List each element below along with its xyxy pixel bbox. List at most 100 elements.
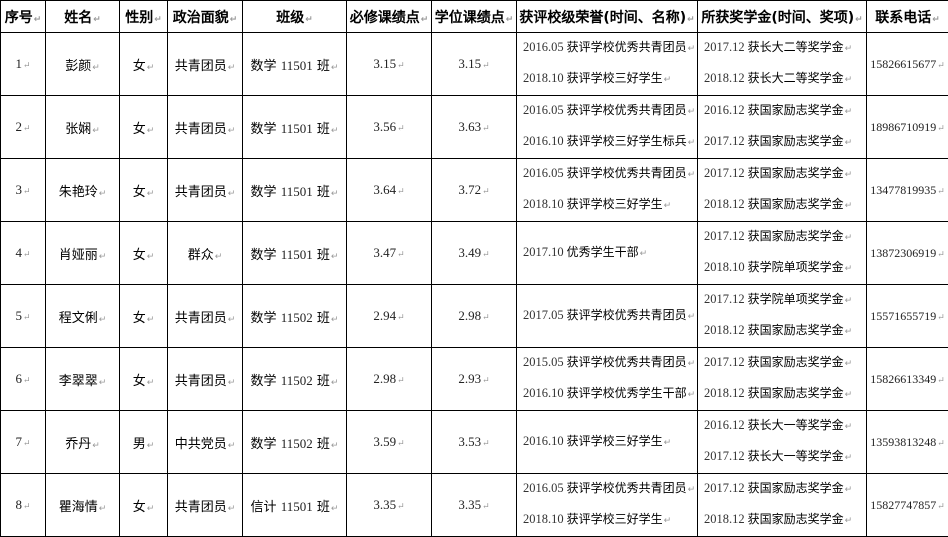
cell-degree-gpa-text: 2.98 bbox=[458, 308, 489, 323]
entry-title: 获评学校优秀共青团员 bbox=[567, 308, 687, 322]
entry-title: 获国家励志奖学金 bbox=[748, 355, 844, 369]
entry-title: 获评学校优秀共青团员 bbox=[567, 355, 687, 369]
cell-degree-gpa-text: 3.53 bbox=[458, 434, 489, 449]
entry-date: 2017.10 bbox=[523, 245, 564, 259]
entry-date: 2017.12 bbox=[704, 292, 745, 306]
entry-date: 2016.05 bbox=[523, 481, 564, 495]
cell-required-gpa: 3.35 bbox=[347, 474, 432, 537]
table-row: 8瞿海情女共青团员信计 11501 班3.353.352016.05获评学校优秀… bbox=[1, 474, 948, 537]
class-number: 11501 bbox=[281, 121, 313, 136]
phone-text: 15826613349 bbox=[870, 372, 945, 386]
cell-political: 共青团员 bbox=[168, 474, 243, 537]
cell-name: 彭颜 bbox=[46, 33, 120, 96]
class-number: 11501 bbox=[281, 184, 313, 199]
cell-degree-gpa: 3.35 bbox=[432, 474, 517, 537]
entry-title: 获评学校三好学生 bbox=[567, 71, 663, 85]
cell-phone: 13593813248 bbox=[867, 411, 948, 474]
table-row: 3朱艳玲女共青团员数学 11501 班3.643.722016.05获评学校优秀… bbox=[1, 159, 948, 222]
class-number: 11501 bbox=[281, 247, 313, 262]
cell-required-gpa-text: 2.94 bbox=[373, 308, 404, 323]
cell-no-text: 5 bbox=[15, 308, 30, 323]
class-number: 11501 bbox=[281, 499, 313, 514]
entry-title: 优秀学生干部 bbox=[567, 245, 639, 259]
entry-date: 2018.10 bbox=[704, 260, 745, 274]
cell-name-text: 乔丹 bbox=[65, 437, 100, 452]
cell-name: 瞿海情 bbox=[46, 474, 120, 537]
cell-political-text: 群众 bbox=[188, 248, 223, 263]
cell-political-text: 共青团员 bbox=[175, 500, 236, 515]
cell-class: 数学 11501 班 bbox=[243, 222, 347, 285]
cell-political: 群众 bbox=[168, 222, 243, 285]
phone-text: 18986710919 bbox=[870, 120, 945, 134]
entry-date: 2018.12 bbox=[704, 323, 745, 337]
cell-name: 张娴 bbox=[46, 96, 120, 159]
cell-required-gpa: 3.15 bbox=[347, 33, 432, 96]
cell-class: 数学 11501 班 bbox=[243, 159, 347, 222]
cell-no: 4 bbox=[1, 222, 46, 285]
cell-degree-gpa-text: 3.63 bbox=[458, 119, 489, 134]
entry-title: 获国家励志奖学金 bbox=[748, 197, 844, 211]
class-major: 信计 bbox=[251, 500, 277, 515]
cell-political-text: 共青团员 bbox=[175, 311, 236, 326]
cell-political-text: 共青团员 bbox=[175, 374, 236, 389]
cell-gender-text: 男 bbox=[133, 437, 155, 452]
cell-political: 共青团员 bbox=[168, 96, 243, 159]
class-major: 数学 bbox=[251, 122, 277, 137]
cell-gender: 女 bbox=[120, 222, 168, 285]
cell-no-text: 6 bbox=[15, 371, 30, 386]
entry-title: 获国家励志奖学金 bbox=[748, 481, 844, 495]
entry-date: 2016.10 bbox=[523, 386, 564, 400]
cell-name-text: 张娴 bbox=[65, 122, 100, 137]
cell-gender-text: 女 bbox=[133, 311, 155, 326]
cell-no-text: 8 bbox=[15, 497, 30, 512]
class-number: 11502 bbox=[281, 436, 313, 451]
cell-phone: 15826615677 bbox=[867, 33, 948, 96]
cell-required-gpa-text: 3.59 bbox=[373, 434, 404, 449]
entry-title: 获评学校三好学生 bbox=[567, 197, 663, 211]
cell-required-gpa: 3.47 bbox=[347, 222, 432, 285]
cell-no: 2 bbox=[1, 96, 46, 159]
cell-required-gpa-text: 2.98 bbox=[373, 371, 404, 386]
entry-date: 2016.10 bbox=[523, 434, 564, 448]
entry-date: 2018.12 bbox=[704, 197, 745, 211]
entry-date: 2018.12 bbox=[704, 386, 745, 400]
cell-phone: 13872306919 bbox=[867, 222, 948, 285]
cell-required-gpa-text: 3.56 bbox=[373, 119, 404, 134]
table-row: 6李翠翠女共青团员数学 11502 班2.982.932015.05获评学校优秀… bbox=[1, 348, 948, 411]
cell-required-gpa: 3.59 bbox=[347, 411, 432, 474]
cell-degree-gpa-text: 3.35 bbox=[458, 497, 489, 512]
cell-degree-gpa: 3.53 bbox=[432, 411, 517, 474]
cell-gender-text: 女 bbox=[133, 122, 155, 137]
class-major: 数学 bbox=[251, 311, 277, 326]
header-row: 序号 姓名 性别 政治面貌 班级 必修课绩点 学位课绩点 获评校级荣誉(时间、名… bbox=[1, 1, 948, 33]
class-number: 11502 bbox=[281, 310, 313, 325]
cell-required-gpa: 3.64 bbox=[347, 159, 432, 222]
cell-no: 7 bbox=[1, 411, 46, 474]
phone-text: 15571655719 bbox=[870, 309, 945, 323]
table-row: 4肖娅丽女群众数学 11501 班3.473.492017.10优秀学生干部20… bbox=[1, 222, 948, 285]
cell-class: 数学 11502 班 bbox=[243, 411, 347, 474]
class-suffix: 班 bbox=[317, 311, 339, 326]
cell-no-text: 1 bbox=[15, 56, 30, 71]
cell-gender-text: 女 bbox=[133, 248, 155, 263]
header-scholarships: 所获奖学金(时间、奖项) bbox=[698, 1, 867, 33]
entry-title: 获评学校三好学生 bbox=[567, 512, 663, 526]
cell-name-text: 肖娅丽 bbox=[59, 248, 107, 263]
class-number: 11502 bbox=[281, 373, 313, 388]
